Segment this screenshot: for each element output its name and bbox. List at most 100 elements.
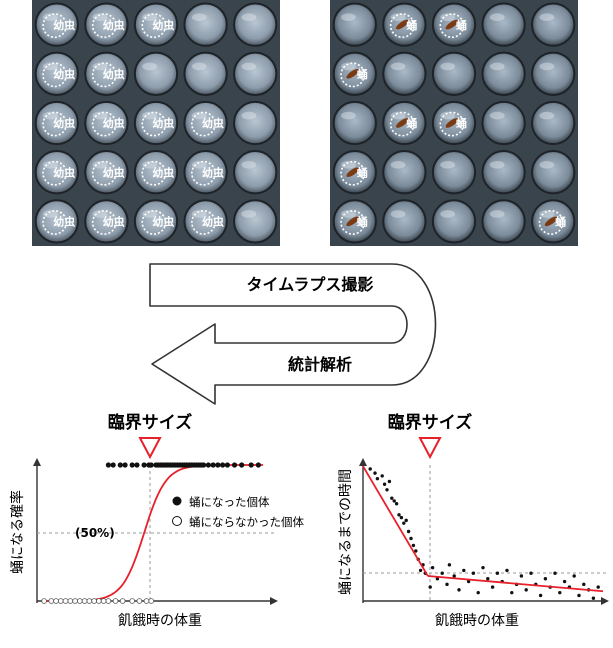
well-label: 幼虫 bbox=[103, 165, 125, 179]
well bbox=[233, 100, 278, 146]
well bbox=[84, 2, 129, 47]
not-pupated-point bbox=[62, 598, 69, 604]
critical-size-label-right: 臨界サイズ bbox=[388, 412, 473, 433]
well-highlight bbox=[440, 210, 456, 218]
well bbox=[481, 100, 526, 146]
pupated-point bbox=[224, 462, 230, 468]
time-point bbox=[471, 571, 476, 575]
highlight-ring bbox=[42, 13, 68, 39]
well bbox=[431, 51, 477, 96]
well-label: 幼虫 bbox=[152, 18, 174, 32]
pupated-point bbox=[105, 462, 111, 468]
time-chart bbox=[359, 458, 609, 605]
time-point bbox=[486, 577, 490, 581]
well bbox=[531, 51, 576, 96]
time-point bbox=[558, 590, 562, 595]
time-point bbox=[382, 482, 387, 486]
time-point bbox=[495, 571, 500, 575]
not-pupated-point bbox=[67, 598, 74, 604]
time-point bbox=[452, 574, 456, 578]
pupated-point bbox=[141, 462, 147, 468]
well-label: 幼虫 bbox=[202, 165, 224, 179]
well-highlight bbox=[440, 13, 456, 22]
well bbox=[34, 51, 79, 96]
time-point bbox=[591, 596, 596, 600]
time-point bbox=[418, 568, 423, 573]
well-label: 幼虫 bbox=[202, 116, 224, 130]
well bbox=[84, 150, 129, 195]
not-pupated-point bbox=[91, 598, 97, 604]
pupa bbox=[445, 19, 459, 30]
highlight-ring bbox=[91, 62, 117, 88]
not-pupated-point bbox=[136, 598, 143, 604]
well-highlight bbox=[489, 111, 505, 120]
highlight-ring bbox=[191, 160, 216, 186]
highlight-ring bbox=[340, 160, 366, 186]
highlight-ring bbox=[141, 13, 167, 39]
well-label: 蛹 bbox=[357, 67, 368, 81]
well bbox=[133, 199, 179, 244]
well bbox=[431, 199, 477, 244]
well-label: 幼虫 bbox=[103, 18, 125, 32]
time-point bbox=[476, 590, 480, 595]
highlight-ring bbox=[42, 62, 68, 88]
well-highlight bbox=[341, 13, 356, 22]
well-highlight bbox=[440, 111, 456, 120]
pupa bbox=[346, 216, 359, 227]
well-label: 蛹 bbox=[456, 116, 467, 130]
flow-arrow bbox=[149, 263, 437, 405]
time-point bbox=[394, 502, 399, 506]
time-point bbox=[538, 593, 543, 598]
well bbox=[531, 150, 576, 195]
not-pupated-point bbox=[129, 598, 136, 604]
well bbox=[133, 100, 179, 146]
flow-step1-label: タイムラプス撮影 bbox=[247, 275, 374, 294]
well bbox=[382, 150, 427, 195]
not-pupated-point bbox=[100, 598, 107, 604]
critical-size-marker-left bbox=[138, 437, 162, 460]
time-point bbox=[445, 582, 449, 587]
time-point bbox=[577, 593, 581, 598]
well-highlight bbox=[241, 62, 257, 71]
well bbox=[233, 2, 278, 47]
well-highlight bbox=[241, 160, 257, 169]
well-highlight bbox=[142, 210, 158, 218]
well-highlight bbox=[440, 62, 456, 71]
well-highlight bbox=[92, 111, 108, 120]
highlight-ring bbox=[91, 210, 117, 235]
highlight-ring bbox=[538, 210, 564, 235]
highlight-ring bbox=[439, 111, 465, 137]
not-pupated-point bbox=[81, 598, 88, 604]
well bbox=[233, 51, 278, 96]
time-point bbox=[524, 588, 528, 592]
well-highlight bbox=[341, 111, 356, 120]
pupated-point bbox=[210, 462, 216, 468]
pupated-point bbox=[248, 462, 254, 468]
well bbox=[183, 199, 228, 244]
pupa bbox=[396, 118, 409, 128]
well-highlight bbox=[539, 111, 555, 120]
well-highlight bbox=[489, 13, 505, 22]
time-point bbox=[457, 588, 461, 592]
well-highlight bbox=[390, 210, 406, 218]
pupated-point bbox=[134, 462, 140, 468]
well bbox=[481, 51, 526, 96]
well-highlight bbox=[191, 62, 207, 71]
fit-segment bbox=[427, 575, 604, 593]
well-label: 幼虫 bbox=[53, 165, 75, 179]
time-point bbox=[582, 582, 586, 587]
well-label: 蛹 bbox=[555, 215, 566, 229]
pupated-point bbox=[148, 462, 154, 468]
time-point bbox=[373, 471, 377, 475]
highlight-ring bbox=[91, 13, 117, 39]
time-point bbox=[543, 577, 548, 581]
well bbox=[133, 51, 179, 96]
well-highlight bbox=[341, 62, 356, 71]
well-highlight bbox=[191, 111, 207, 120]
not-pupated-point bbox=[77, 598, 83, 604]
well bbox=[332, 2, 377, 47]
highlight-ring bbox=[439, 13, 465, 39]
well bbox=[531, 2, 576, 47]
well-highlight bbox=[92, 13, 108, 22]
